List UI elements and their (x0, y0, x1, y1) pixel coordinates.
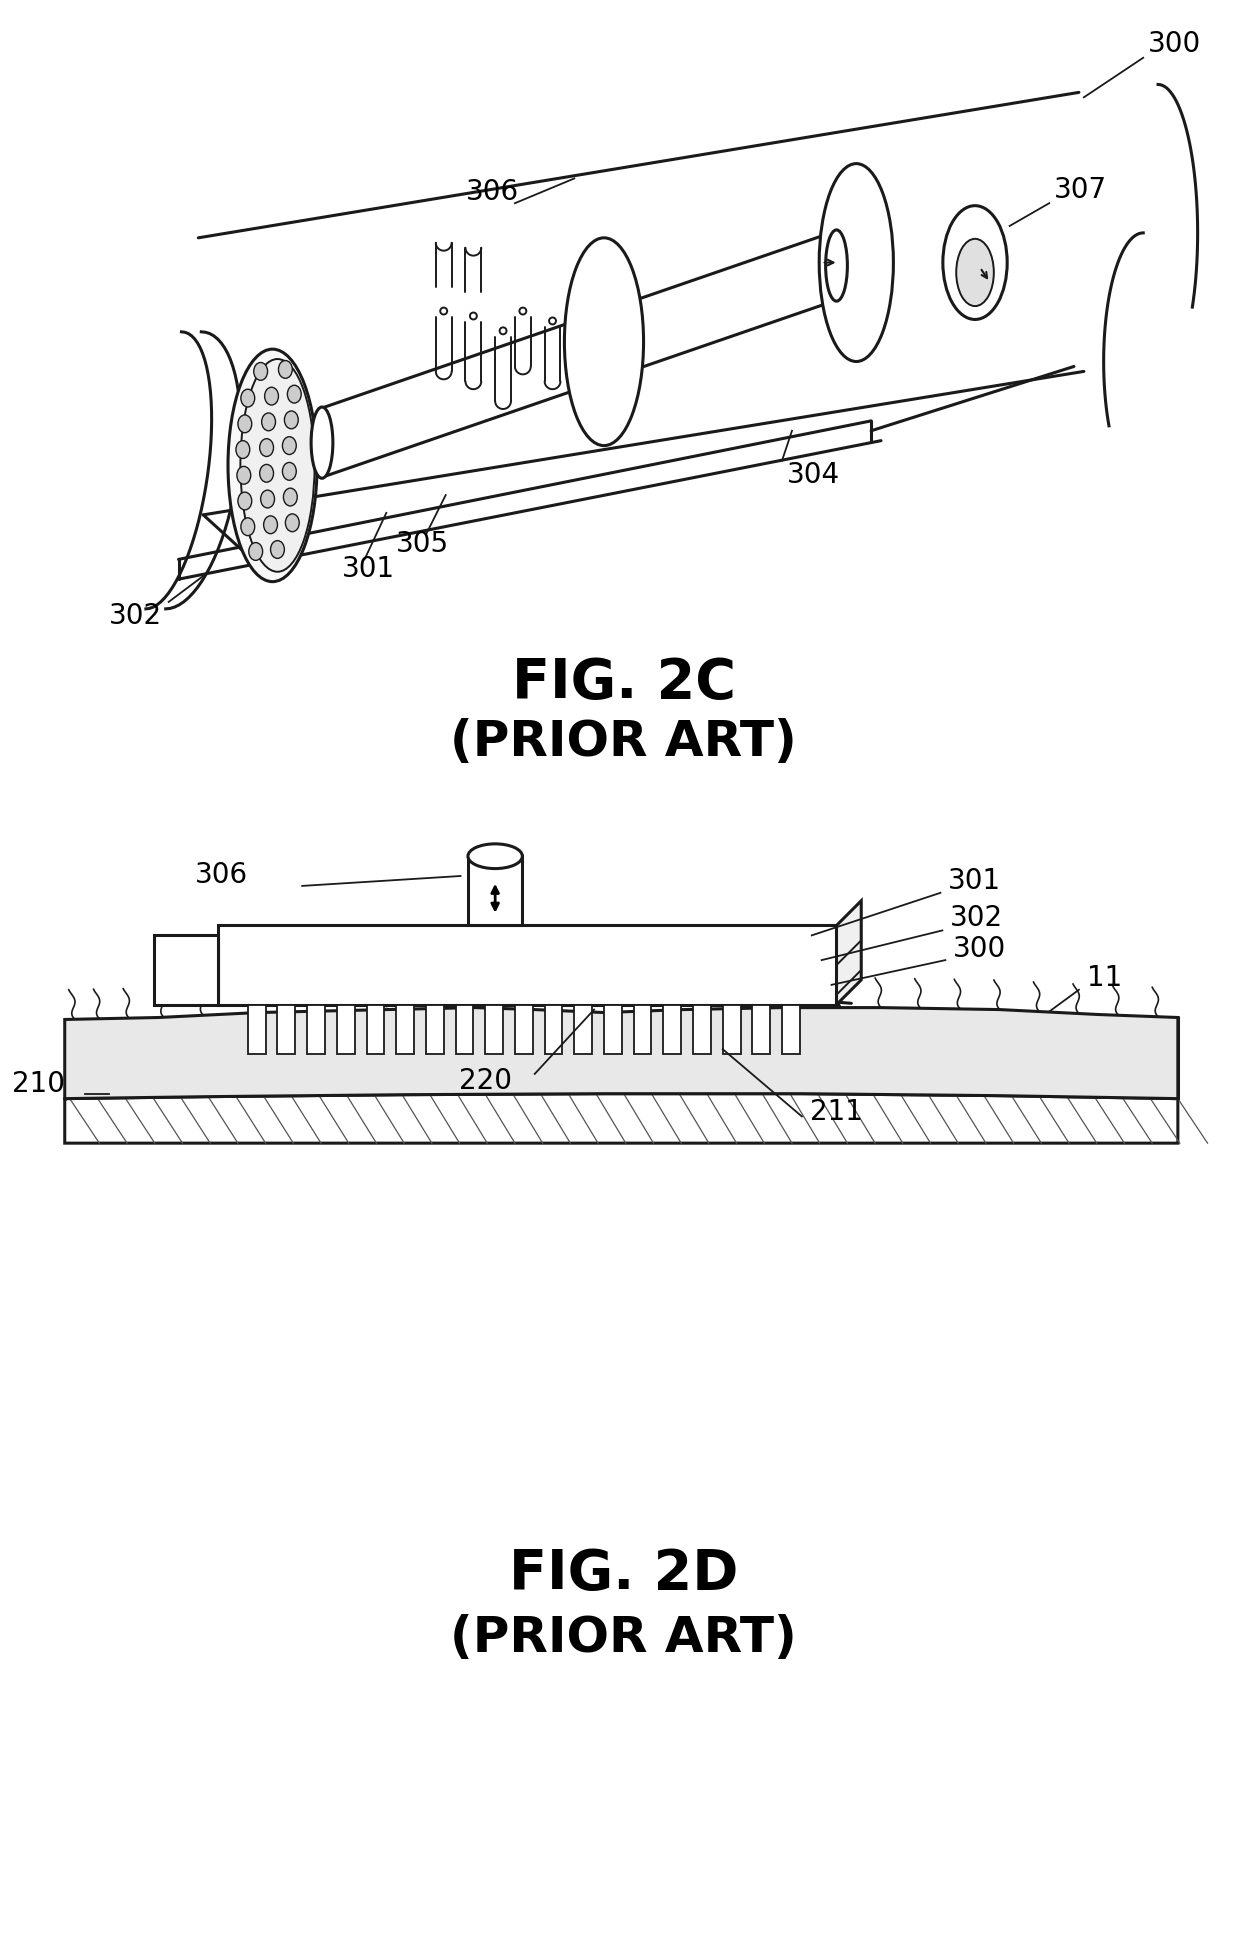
Text: 302: 302 (950, 905, 1003, 932)
Text: 210: 210 (11, 1069, 64, 1099)
Ellipse shape (254, 363, 268, 380)
Polygon shape (663, 1005, 681, 1054)
Polygon shape (693, 1005, 711, 1054)
Polygon shape (278, 1005, 295, 1054)
Ellipse shape (284, 411, 299, 429)
Ellipse shape (820, 163, 893, 361)
Polygon shape (154, 936, 218, 1005)
Polygon shape (397, 1005, 414, 1054)
Ellipse shape (500, 328, 506, 334)
Text: 304: 304 (787, 462, 841, 489)
Ellipse shape (467, 844, 522, 868)
Text: 220: 220 (459, 1068, 512, 1095)
Ellipse shape (942, 206, 1007, 320)
Ellipse shape (826, 229, 847, 301)
Ellipse shape (283, 462, 296, 479)
Ellipse shape (311, 408, 332, 477)
Text: FIG. 2C: FIG. 2C (512, 656, 735, 710)
Polygon shape (723, 1005, 740, 1054)
Polygon shape (248, 1005, 265, 1054)
Ellipse shape (260, 491, 274, 509)
Ellipse shape (238, 415, 252, 433)
Ellipse shape (285, 514, 299, 532)
Ellipse shape (241, 390, 254, 408)
Ellipse shape (264, 388, 279, 406)
Polygon shape (425, 1005, 444, 1054)
Polygon shape (218, 926, 837, 1005)
Text: 300: 300 (1148, 29, 1202, 58)
Text: FIG. 2D: FIG. 2D (510, 1547, 739, 1601)
Ellipse shape (270, 542, 284, 559)
Text: 305: 305 (397, 530, 449, 559)
Ellipse shape (520, 307, 526, 314)
Text: 301: 301 (949, 868, 1002, 895)
Polygon shape (469, 856, 522, 926)
Polygon shape (544, 1005, 563, 1054)
Polygon shape (753, 1005, 770, 1054)
Polygon shape (455, 1005, 474, 1054)
Ellipse shape (279, 361, 293, 378)
Ellipse shape (440, 307, 448, 314)
Text: 306: 306 (195, 862, 248, 889)
Polygon shape (64, 1007, 1178, 1099)
Text: 301: 301 (342, 555, 394, 582)
Polygon shape (604, 1005, 621, 1054)
Text: 11: 11 (1086, 965, 1122, 992)
Ellipse shape (284, 487, 298, 507)
Ellipse shape (238, 493, 252, 510)
Ellipse shape (259, 464, 274, 481)
Ellipse shape (956, 239, 993, 307)
Polygon shape (308, 1005, 325, 1054)
Ellipse shape (264, 516, 278, 534)
Text: 302: 302 (109, 602, 162, 629)
Text: (PRIOR ART): (PRIOR ART) (450, 718, 797, 767)
Ellipse shape (237, 466, 250, 483)
Polygon shape (837, 901, 862, 1005)
Ellipse shape (241, 359, 315, 573)
Ellipse shape (564, 239, 644, 446)
Polygon shape (634, 1005, 651, 1054)
Polygon shape (337, 1005, 355, 1054)
Polygon shape (574, 1005, 593, 1054)
Text: 211: 211 (810, 1099, 863, 1126)
Ellipse shape (236, 441, 249, 458)
Ellipse shape (241, 518, 254, 536)
Text: (PRIOR ART): (PRIOR ART) (450, 1613, 797, 1661)
Ellipse shape (259, 439, 274, 456)
Ellipse shape (470, 313, 477, 320)
Polygon shape (64, 1093, 1178, 1143)
Polygon shape (367, 1005, 384, 1054)
Ellipse shape (249, 543, 263, 561)
Ellipse shape (549, 318, 556, 324)
Text: 307: 307 (1054, 177, 1107, 204)
Polygon shape (515, 1005, 533, 1054)
Ellipse shape (283, 437, 296, 454)
Ellipse shape (288, 384, 301, 404)
Ellipse shape (262, 413, 275, 431)
Ellipse shape (228, 349, 317, 582)
Text: 306: 306 (465, 179, 518, 206)
Text: 300: 300 (954, 936, 1007, 963)
Polygon shape (485, 1005, 503, 1054)
Polygon shape (782, 1005, 800, 1054)
